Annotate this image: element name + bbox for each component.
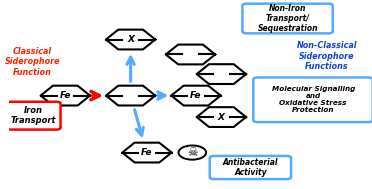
Text: X: X xyxy=(127,35,134,44)
FancyBboxPatch shape xyxy=(6,102,61,130)
FancyBboxPatch shape xyxy=(243,4,333,33)
Text: X: X xyxy=(218,113,225,122)
Text: Fe: Fe xyxy=(60,91,71,100)
Text: Antibacterial
Activity: Antibacterial Activity xyxy=(223,158,278,177)
Polygon shape xyxy=(171,86,221,105)
Polygon shape xyxy=(166,45,215,64)
Text: ☠: ☠ xyxy=(187,146,198,159)
Polygon shape xyxy=(197,107,246,127)
Text: Fe: Fe xyxy=(141,148,153,157)
Polygon shape xyxy=(106,30,155,50)
Text: Iron
Transport: Iron Transport xyxy=(11,106,56,125)
Text: Molecular Signalling
and
Oxidative Stress
Protection: Molecular Signalling and Oxidative Stres… xyxy=(272,86,355,113)
Polygon shape xyxy=(197,64,246,84)
Text: Non-Iron
Transport/
Sequestration: Non-Iron Transport/ Sequestration xyxy=(257,4,318,33)
FancyBboxPatch shape xyxy=(253,77,372,122)
Text: Fe: Fe xyxy=(190,91,202,100)
Polygon shape xyxy=(122,143,171,163)
Text: Classical
Siderophore
Function: Classical Siderophore Function xyxy=(5,47,60,77)
Polygon shape xyxy=(41,86,90,105)
Text: Non-Classical
Siderophore
Functions: Non-Classical Siderophore Functions xyxy=(296,41,357,71)
Polygon shape xyxy=(106,86,155,105)
FancyBboxPatch shape xyxy=(210,156,291,179)
